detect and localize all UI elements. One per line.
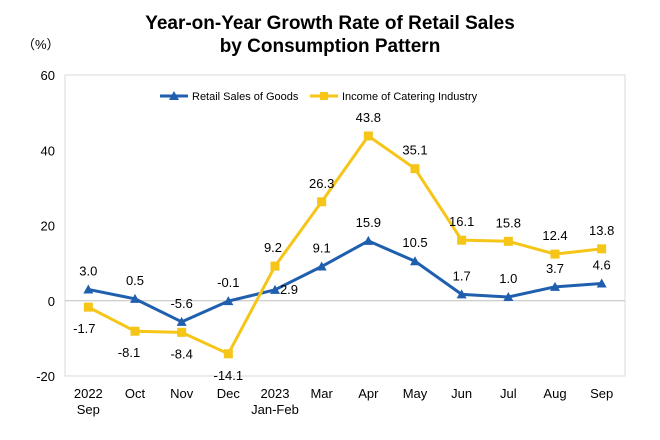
retail-sales-data-label: -0.1 xyxy=(217,275,239,290)
retail-sales-point xyxy=(270,284,280,294)
legend-catering-income-label: Income of Catering Industry xyxy=(342,91,478,103)
retail-sales-point xyxy=(176,316,187,326)
retail-sales-data-label: 4.6 xyxy=(593,257,611,272)
retail-sales-point xyxy=(410,256,420,266)
x-tick-label-line: 2023 xyxy=(261,386,290,401)
catering-income-point xyxy=(317,197,327,207)
x-tick-label-line: May xyxy=(403,386,428,401)
catering-income-point xyxy=(270,261,280,271)
x-tick-label-line: Jun xyxy=(451,386,472,401)
catering-income-data-label: 12.4 xyxy=(542,228,567,243)
y-tick-label: 0 xyxy=(48,294,55,309)
plot-area-border xyxy=(64,74,626,377)
x-tick-label: Dec xyxy=(217,386,241,401)
x-tick-label: Mar xyxy=(310,386,333,401)
x-tick-label: Aug xyxy=(543,386,566,401)
x-tick-label-line: Aug xyxy=(543,386,566,401)
retail-sales-point xyxy=(456,289,467,299)
retail-sales-data-label: 15.9 xyxy=(356,215,381,230)
catering-income-data-label: 9.2 xyxy=(264,240,282,255)
retail-sales-data-label: 1.7 xyxy=(453,268,471,283)
catering-income-data-label: -14.1 xyxy=(214,368,244,383)
x-tick-label-line: Jul xyxy=(500,386,517,401)
retail-sales-data-label: 1.0 xyxy=(499,271,517,286)
retail-sales-point xyxy=(83,284,94,294)
x-tick-label: Jun xyxy=(451,386,472,401)
retail-sales-data-label: 9.1 xyxy=(313,241,331,256)
retail-sales-point xyxy=(550,281,560,291)
x-tick-label-line: Mar xyxy=(310,386,333,401)
catering-income-point xyxy=(503,236,513,246)
retail-sales-data-label: 2.9 xyxy=(280,282,298,297)
x-tick-label-line: Dec xyxy=(217,386,241,401)
x-tick-label-line: Jan-Feb xyxy=(251,402,299,417)
catering-income-point xyxy=(597,244,607,254)
x-tick-label: Apr xyxy=(358,386,379,401)
x-tick-label: May xyxy=(403,386,428,401)
x-tick-label-line: Sep xyxy=(590,386,613,401)
catering-income-data-label: -1.7 xyxy=(73,321,95,336)
x-tick-label-line: Nov xyxy=(170,386,194,401)
x-tick-label-line: Oct xyxy=(125,386,146,401)
catering-income-data-label: 16.1 xyxy=(449,214,474,229)
catering-income-data-label: 15.8 xyxy=(496,215,521,230)
retail-sales-point xyxy=(130,293,140,303)
chart-title: Year-on-Year Growth Rate of Retail Sales… xyxy=(0,12,660,58)
y-tick-label: 60 xyxy=(41,68,55,83)
retail-sales-data-label: -5.6 xyxy=(170,296,192,311)
catering-income-data-label: -8.4 xyxy=(170,346,192,361)
retail-sales-data-label: 10.5 xyxy=(402,235,427,250)
catering-income-data-label: 35.1 xyxy=(402,143,427,158)
x-tick-label: Oct xyxy=(125,386,146,401)
retail-sales-line xyxy=(88,239,602,324)
retail-sales-data-label: 3.7 xyxy=(546,261,564,276)
y-axis-unit-label: （%） xyxy=(22,37,60,52)
chart-title-line-1: Year-on-Year Growth Rate of Retail Sales xyxy=(145,13,515,34)
catering-income-data-label: 13.8 xyxy=(589,223,614,238)
y-tick-label: 20 xyxy=(41,219,55,234)
catering-income-data-label: 26.3 xyxy=(309,176,334,191)
catering-income-point xyxy=(363,131,373,141)
catering-income-point xyxy=(177,327,187,337)
catering-income-point xyxy=(457,235,467,245)
x-tick-label-line: Apr xyxy=(358,386,379,401)
x-tick-label: Jul xyxy=(500,386,517,401)
x-tick-label-line: 2022 xyxy=(74,386,103,401)
catering-income-line xyxy=(87,134,602,356)
legend-catering-income-marker xyxy=(320,92,328,100)
catering-income-point xyxy=(83,302,93,312)
x-tick-label: 2023 Jan-Feb xyxy=(251,386,299,417)
x-tick-label: Nov xyxy=(170,386,194,401)
catering-income-point xyxy=(550,249,560,259)
catering-income-data-label: -8.1 xyxy=(118,345,140,360)
retail-sales-point xyxy=(223,296,234,306)
retail-sales-data-label: 3.0 xyxy=(79,263,97,278)
retail-sales-point xyxy=(596,278,607,288)
retail-sales-point xyxy=(316,261,327,271)
y-tick-label: -20 xyxy=(36,369,55,384)
retail-sales-point xyxy=(363,235,374,245)
legend-retail-sales-label: Retail Sales of Goods xyxy=(192,91,299,103)
retail-sales-point xyxy=(503,291,514,301)
chart-title-line-2: by Consumption Pattern xyxy=(219,36,441,57)
x-tick-label-line: Sep xyxy=(77,402,100,417)
y-tick-label: 40 xyxy=(41,143,55,158)
legend-retail-sales-marker xyxy=(169,91,179,100)
retail-sales-data-label: 0.5 xyxy=(126,273,144,288)
x-tick-label: Sep xyxy=(590,386,613,401)
catering-income-point xyxy=(223,349,233,359)
catering-income-point xyxy=(410,164,420,174)
x-tick-label: 2022 Sep xyxy=(74,386,103,417)
catering-income-data-label: 43.8 xyxy=(356,110,381,125)
catering-income-point xyxy=(130,326,140,336)
